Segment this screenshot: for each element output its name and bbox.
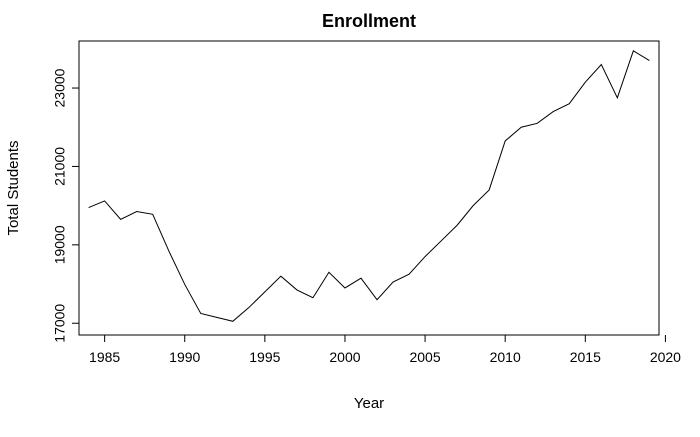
chart-title: Enrollment xyxy=(322,11,416,31)
series-layer xyxy=(88,50,650,322)
x-tick-label: 2000 xyxy=(329,349,360,365)
y-tick-label: 23000 xyxy=(52,68,68,107)
x-tick-label: 1995 xyxy=(249,349,280,365)
y-tick-label: 21000 xyxy=(52,147,68,186)
y-axis-label: Total Students xyxy=(5,140,22,235)
y-tick-label: 17000 xyxy=(52,304,68,343)
x-tick-label: 2010 xyxy=(490,349,521,365)
plot-frame xyxy=(78,40,660,336)
x-tick-label: 2020 xyxy=(650,349,681,365)
x-tick-label: 1985 xyxy=(89,349,120,365)
x-axis: 1985 1990 1995 2000 2005 2010 2015 2020 xyxy=(89,335,681,365)
x-tick-label: 2005 xyxy=(409,349,440,365)
series-line-enrollment xyxy=(88,50,650,322)
y-tick-label: 19000 xyxy=(52,225,68,264)
y-axis: 17000 19000 21000 23000 xyxy=(52,68,79,343)
x-axis-label: Year xyxy=(354,395,384,412)
x-tick-label: 1990 xyxy=(169,349,200,365)
x-tick-label: 2015 xyxy=(570,349,601,365)
